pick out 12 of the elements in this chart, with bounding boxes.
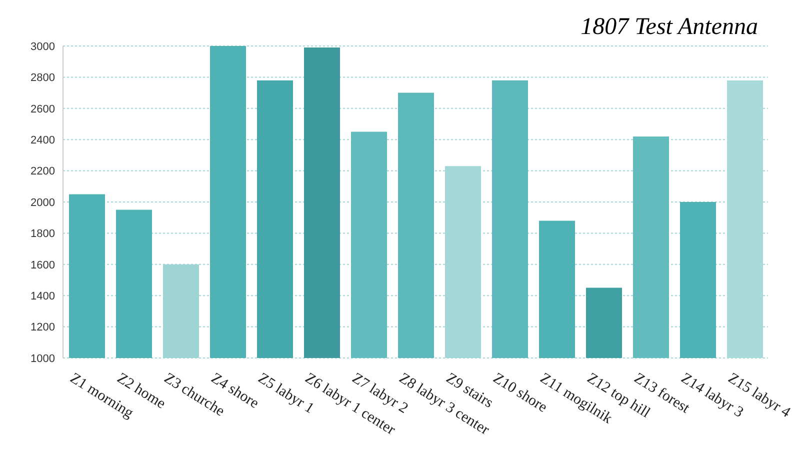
y-tick-label: 2600 xyxy=(30,103,55,116)
y-tick-label: 1800 xyxy=(30,228,55,240)
y-tick-label: 3000 xyxy=(30,40,55,53)
chart-title: 1807 Test Antenna xyxy=(580,14,758,41)
y-tick-label: 1600 xyxy=(30,259,55,272)
y-tick-label: 1200 xyxy=(30,322,55,334)
y-tick-label: 2800 xyxy=(30,72,55,84)
y-tick-label: 1400 xyxy=(30,290,55,303)
y-tick-label: 2000 xyxy=(30,196,55,209)
y-tick-label: 2400 xyxy=(30,134,55,147)
y-tick-label: 1000 xyxy=(30,352,55,365)
y-tick-label: 2200 xyxy=(30,166,55,178)
